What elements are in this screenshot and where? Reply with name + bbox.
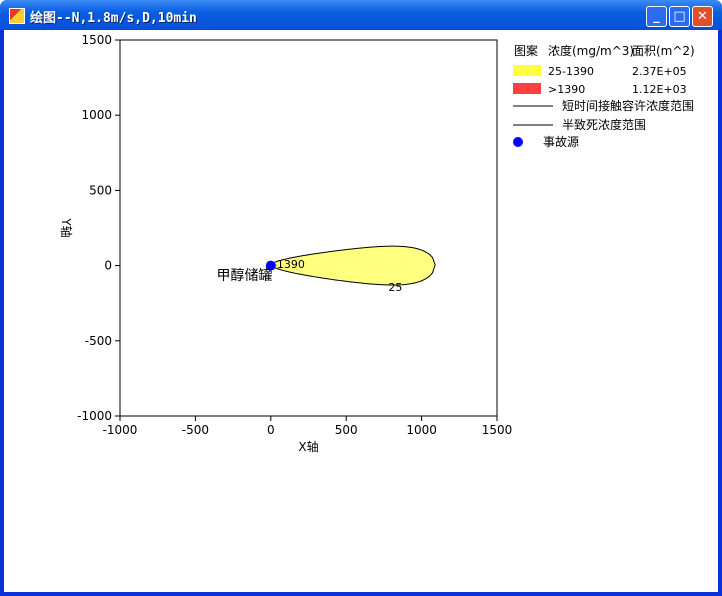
y-tick-label: 0 bbox=[104, 259, 112, 273]
y-tick-label: -500 bbox=[85, 334, 112, 348]
x-tick-label: 500 bbox=[335, 423, 358, 437]
plot-area bbox=[119, 39, 498, 417]
legend-line-label: 半致死浓度范围 bbox=[562, 117, 646, 132]
client-area: -1000 -500 0 500 1000 1500 -1000 -500 0 500 1000 15… bbox=[4, 30, 718, 592]
legend-area: 2.37E+05 bbox=[632, 65, 687, 78]
legend-header: 面积(m^2) bbox=[632, 44, 695, 58]
source-label: 甲醇储罐 bbox=[217, 267, 273, 284]
y-axis-label: Y轴 bbox=[59, 217, 74, 237]
x-tick-label: -500 bbox=[182, 423, 209, 437]
minimize-button[interactable]: _ bbox=[646, 6, 667, 27]
legend-line-label: 短时间接触容许浓度范围 bbox=[562, 98, 694, 113]
legend-conc: 25-1390 bbox=[548, 65, 594, 78]
legend-swatch bbox=[513, 83, 541, 94]
x-axis-label: X轴 bbox=[298, 439, 318, 454]
contour-label-1390: 1390 bbox=[277, 258, 305, 271]
app-icon[interactable] bbox=[9, 8, 25, 24]
y-tick-label: -1000 bbox=[77, 409, 112, 423]
legend-conc: >1390 bbox=[548, 83, 585, 96]
maximize-button[interactable]: □ bbox=[669, 6, 690, 27]
source-marker bbox=[265, 260, 276, 271]
title-bar[interactable]: 绘图--N,1.8m/s,D,10min _ □ ✕ bbox=[0, 0, 722, 30]
legend-source-marker bbox=[513, 137, 523, 147]
legend-source-label: 事故源 bbox=[543, 134, 579, 149]
window-title: 绘图--N,1.8m/s,D,10min bbox=[30, 11, 197, 26]
y-tick-label: 1500 bbox=[81, 33, 112, 47]
close-button[interactable]: ✕ bbox=[692, 6, 713, 27]
x-tick-label: 1000 bbox=[406, 423, 437, 437]
contour-25 bbox=[269, 245, 436, 286]
legend-area: 1.12E+03 bbox=[632, 83, 687, 96]
contour-label-25: 25 bbox=[388, 281, 402, 294]
legend-swatch bbox=[513, 65, 541, 76]
x-tick-label: 1500 bbox=[482, 423, 513, 437]
chart: -1000 -500 0 500 1000 1500 -1000 -500 0 500 1000 15… bbox=[59, 33, 695, 454]
legend-header: 图案 bbox=[514, 43, 538, 58]
y-tick-label: 500 bbox=[89, 183, 112, 197]
y-tick-label: 1000 bbox=[81, 108, 112, 122]
x-tick-label: -1000 bbox=[103, 423, 138, 437]
legend-header: 浓度(mg/m^3) bbox=[548, 43, 634, 58]
x-tick-label: 0 bbox=[267, 423, 275, 437]
